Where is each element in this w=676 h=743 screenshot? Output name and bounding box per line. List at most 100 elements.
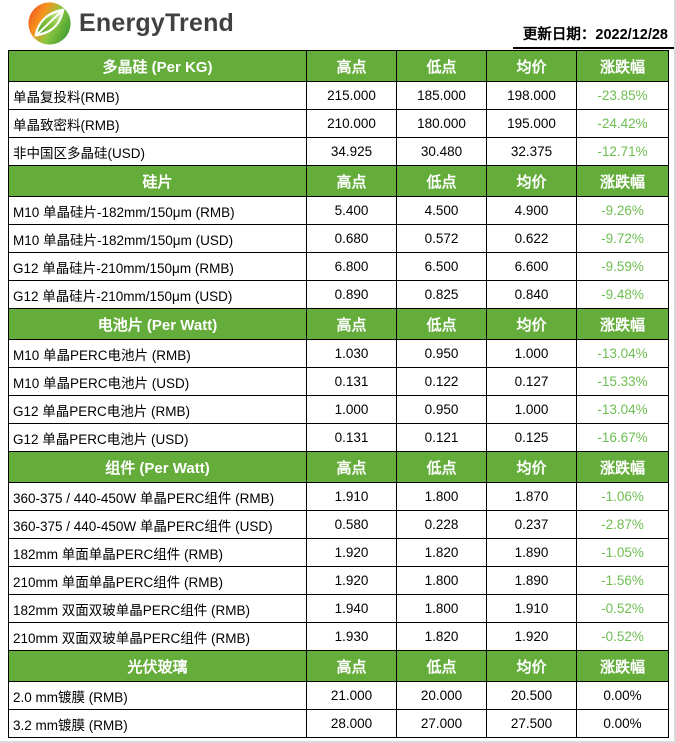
low-value: 0.122	[396, 367, 487, 396]
high-value: 28.000	[306, 709, 397, 738]
low-value: 1.820	[396, 622, 487, 651]
col-header-avg: 均价	[486, 165, 577, 197]
low-value: 4.500	[396, 196, 487, 225]
table-row: 182mm 双面双玻单晶PERC组件 (RMB) 1.940 1.800 1.910-…	[8, 594, 669, 623]
change-value: -2.87%	[576, 510, 669, 539]
update-date: 更新日期：2022/12/28	[512, 21, 674, 49]
table-row: G12 单晶PERC电池片 (USD) 0.131 0.121 0.125 -16.67…	[8, 423, 669, 452]
row-label: M10 单晶PERC电池片 (RMB)	[8, 339, 307, 368]
table-row: 360-375 / 440-450W 单晶PERC组件 (USD) 0.580 0.…	[8, 510, 669, 539]
row-label: 3.2 mm镀膜 (RMB)	[8, 709, 307, 738]
section-header-row: 电池片 (Per Watt) 高点 低点 均价 涨跌幅	[8, 308, 669, 340]
price-table: 多晶硅 (Per KG) 高点 低点 均价 涨跌幅 单晶复投料(RMB) 215.000 18…	[8, 50, 669, 738]
brand-logo: EnergyTrend	[27, 1, 234, 46]
col-header-high: 高点	[306, 650, 397, 682]
low-value: 30.480	[396, 137, 487, 166]
row-label: G12 单晶硅片-210mm/150μm (USD)	[8, 280, 307, 309]
row-label: 182mm 双面双玻单晶PERC组件 (RMB)	[8, 594, 307, 623]
table-row: 182mm 单面单晶PERC组件 (RMB) 1.920 1.820 1.890 -1.…	[8, 538, 669, 567]
change-value: -12.71%	[576, 137, 669, 166]
high-value: 1.030	[306, 339, 397, 368]
low-value: 0.950	[396, 395, 487, 424]
row-label: G12 单晶硅片-210mm/150μm (RMB)	[8, 252, 307, 281]
leaf-circle-icon	[27, 1, 72, 46]
table-row: 2.0 mm镀膜 (RMB) 21.000 20.000 20.500 0.00%	[8, 681, 669, 710]
change-value: 0.00%	[576, 681, 669, 710]
change-value: -0.52%	[576, 594, 669, 623]
high-value: 215.000	[306, 81, 397, 110]
low-value: 0.825	[396, 280, 487, 309]
high-value: 34.925	[306, 137, 397, 166]
row-label: 单晶致密料(RMB)	[8, 109, 307, 138]
table-row: 210mm 单面单晶PERC组件 (RMB) 1.920 1.800 1.890 -1.…	[8, 566, 669, 595]
change-value: -13.04%	[576, 395, 669, 424]
avg-value: 0.125	[486, 423, 577, 452]
high-value: 0.680	[306, 224, 397, 253]
avg-value: 1.910	[486, 594, 577, 623]
update-date-label: 更新日期：	[522, 27, 596, 43]
low-value: 0.572	[396, 224, 487, 253]
col-header-change: 涨跌幅	[576, 165, 669, 197]
low-value: 1.800	[396, 482, 487, 511]
avg-value: 0.127	[486, 367, 577, 396]
high-value: 21.000	[306, 681, 397, 710]
table-row: G12 单晶硅片-210mm/150μm (RMB) 6.800 6.500 6.60…	[8, 252, 669, 281]
col-header-low: 低点	[396, 451, 487, 483]
change-value: -0.52%	[576, 622, 669, 651]
col-header-low: 低点	[396, 308, 487, 340]
avg-value: 1.890	[486, 566, 577, 595]
high-value: 5.400	[306, 196, 397, 225]
col-header-avg: 均价	[486, 451, 577, 483]
change-value: -13.04%	[576, 339, 669, 368]
col-header-high: 高点	[306, 451, 397, 483]
low-value: 20.000	[396, 681, 487, 710]
col-header-change: 涨跌幅	[576, 308, 669, 340]
change-value: -9.26%	[576, 196, 669, 225]
low-value: 1.820	[396, 538, 487, 567]
col-header-low: 低点	[396, 165, 487, 197]
row-label: 360-375 / 440-450W 单晶PERC组件 (USD)	[8, 510, 307, 539]
table-row: 单晶致密料(RMB) 210.000 180.000 195.000 -24.42%	[8, 109, 669, 138]
row-label: 210mm 双面双玻单晶PERC组件 (RMB)	[8, 622, 307, 651]
high-value: 1.910	[306, 482, 397, 511]
section-title: 硅片	[8, 165, 307, 197]
table-row: 3.2 mm镀膜 (RMB) 28.000 27.000 27.500 0.00%	[8, 709, 669, 738]
table-row: 360-375 / 440-450W 单晶PERC组件 (RMB) 1.910 1.…	[8, 482, 669, 511]
avg-value: 1.890	[486, 538, 577, 567]
row-label: 2.0 mm镀膜 (RMB)	[8, 681, 307, 710]
section-title: 组件 (Per Watt)	[8, 451, 307, 483]
section-title: 电池片 (Per Watt)	[8, 308, 307, 340]
high-value: 0.580	[306, 510, 397, 539]
row-label: M10 单晶硅片-182mm/150μm (RMB)	[8, 196, 307, 225]
low-value: 180.000	[396, 109, 487, 138]
avg-value: 27.500	[486, 709, 577, 738]
low-value: 0.950	[396, 339, 487, 368]
change-value: -1.56%	[576, 566, 669, 595]
section-header-row: 硅片 高点 低点 均价 涨跌幅	[8, 165, 669, 197]
avg-value: 1.000	[486, 339, 577, 368]
section-header-row: 多晶硅 (Per KG) 高点 低点 均价 涨跌幅	[8, 50, 669, 82]
price-table-body: 多晶硅 (Per KG) 高点 低点 均价 涨跌幅 单晶复投料(RMB) 215.000 18…	[8, 50, 669, 738]
avg-value: 1.870	[486, 482, 577, 511]
avg-value: 198.000	[486, 81, 577, 110]
row-label: 182mm 单面单晶PERC组件 (RMB)	[8, 538, 307, 567]
row-label: 非中国区多晶硅(USD)	[8, 137, 307, 166]
high-value: 0.890	[306, 280, 397, 309]
section-title: 光伏玻璃	[8, 650, 307, 682]
row-label: 单晶复投料(RMB)	[8, 81, 307, 110]
col-header-change: 涨跌幅	[576, 451, 669, 483]
high-value: 1.930	[306, 622, 397, 651]
high-value: 1.940	[306, 594, 397, 623]
change-value: -23.85%	[576, 81, 669, 110]
low-value: 185.000	[396, 81, 487, 110]
row-label: M10 单晶PERC电池片 (USD)	[8, 367, 307, 396]
table-row: M10 单晶硅片-182mm/150μm (RMB) 5.400 4.500 4.90…	[8, 196, 669, 225]
table-row: G12 单晶硅片-210mm/150μm (USD) 0.890 0.825 0.84…	[8, 280, 669, 309]
col-header-avg: 均价	[486, 650, 577, 682]
low-value: 27.000	[396, 709, 487, 738]
table-row: M10 单晶PERC电池片 (USD) 0.131 0.122 0.127 -15.33…	[8, 367, 669, 396]
avg-value: 4.900	[486, 196, 577, 225]
change-value: -9.59%	[576, 252, 669, 281]
row-label: G12 单晶PERC电池片 (RMB)	[8, 395, 307, 424]
